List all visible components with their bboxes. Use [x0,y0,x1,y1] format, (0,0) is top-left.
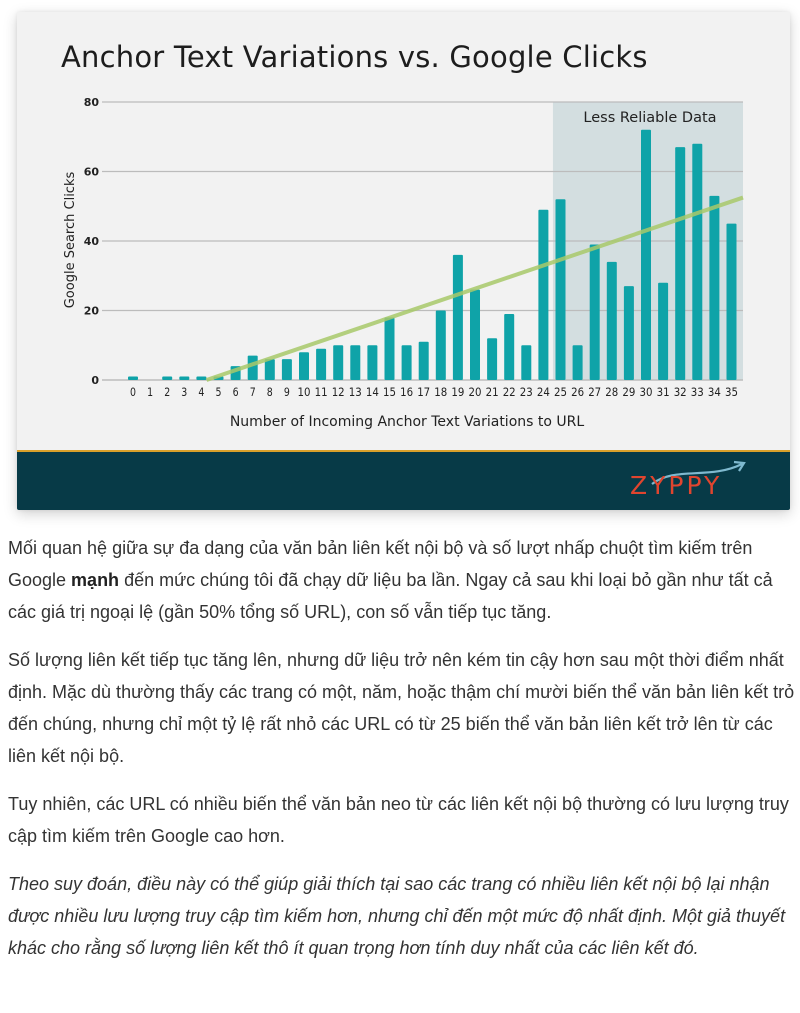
svg-text:6: 6 [233,385,239,399]
paragraph-3: Tuy nhiên, các URL có nhiều biến thể văn… [8,794,789,846]
svg-text:22: 22 [503,385,516,399]
svg-text:10: 10 [298,385,311,399]
svg-text:5: 5 [216,385,222,399]
svg-text:30: 30 [640,385,653,399]
brand-footer: ZYPPY [17,450,790,510]
article-body: Mối quan hệ giữa sự đa dạng của văn bản … [8,532,796,980]
svg-text:20: 20 [469,385,482,399]
svg-text:25: 25 [554,385,567,399]
svg-text:80: 80 [84,96,100,109]
arrow-swoosh-icon [651,460,746,485]
svg-text:32: 32 [674,385,687,399]
svg-text:23: 23 [520,385,533,399]
paragraph-1: Mối quan hệ giữa sự đa dạng của văn bản … [8,532,796,628]
svg-text:16: 16 [400,385,413,399]
trendline [205,195,744,382]
svg-text:14: 14 [366,385,379,399]
svg-text:3: 3 [181,385,187,399]
chart-title: Anchor Text Variations vs. Google Clicks [61,40,648,74]
svg-text:19: 19 [451,385,464,399]
y-axis-ticks: 0 20 40 60 80 [84,96,100,387]
svg-text:20: 20 [84,305,100,318]
bars [128,129,737,380]
svg-text:12: 12 [332,385,345,399]
svg-text:40: 40 [84,235,100,248]
svg-text:33: 33 [691,385,704,399]
x-axis-label: Number of Incoming Anchor Text Variation… [230,414,585,430]
paragraph-4-italic: Theo suy đoán, điều này có thể giúp giải… [8,874,786,958]
y-axis-label: Google Search Clicks [63,172,78,309]
svg-text:24: 24 [537,385,550,399]
svg-text:15: 15 [383,385,396,399]
bold-emphasis: mạnh [71,570,120,590]
x-axis-ticks: 0 1 2 3 4 5 6 7 8 9 10 11 12 13 14 15 16 17 18 19 20 21 22 23 24… [130,385,738,399]
svg-text:35: 35 [725,385,738,399]
svg-text:29: 29 [622,385,635,399]
svg-text:7: 7 [250,385,256,399]
svg-text:13: 13 [349,385,362,399]
svg-text:11: 11 [315,385,328,399]
chart-card: 0 20 40 60 80 0 1 2 3 4 5 6 7 8 9 10 11 12 13 14 15 16 17 18 19… [17,12,790,510]
svg-text:1: 1 [147,385,153,399]
svg-text:18: 18 [434,385,447,399]
svg-text:31: 31 [657,385,670,399]
zyppy-logo-text: ZYPPY [630,471,723,500]
svg-text:17: 17 [417,385,430,399]
less-reliable-label: Less Reliable Data [583,110,716,126]
svg-text:21: 21 [486,385,499,399]
paragraph-2: Số lượng liên kết tiếp tục tăng lên, như… [8,650,795,766]
svg-text:4: 4 [198,385,204,399]
svg-text:9: 9 [284,385,290,399]
svg-text:34: 34 [708,385,721,399]
svg-text:2: 2 [164,385,170,399]
zyppy-logo: ZYPPY [630,458,750,502]
paragraph-1-text-start: Mối quan hệ giữa sự đa dạng của văn bản … [8,538,753,590]
svg-text:26: 26 [571,385,584,399]
svg-text:27: 27 [588,385,601,399]
svg-text:28: 28 [605,385,618,399]
svg-text:8: 8 [267,385,273,399]
svg-text:60: 60 [84,166,100,179]
svg-text:0: 0 [130,385,136,399]
svg-text:0: 0 [91,374,99,387]
paragraph-1-text-end: đến mức chúng tôi đã chạy dữ liệu ba lần… [8,570,773,622]
